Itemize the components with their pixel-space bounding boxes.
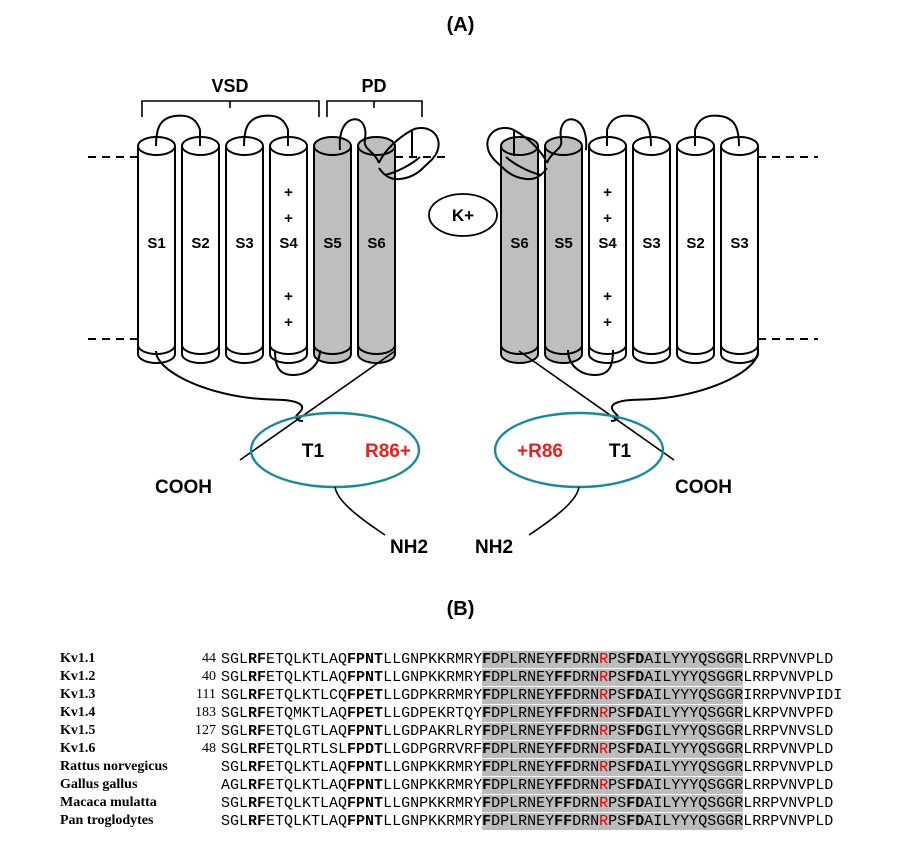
svg-text:COOH: COOH	[675, 477, 732, 498]
svg-text:+R86: +R86	[517, 441, 563, 462]
svg-text:R86+: R86+	[365, 441, 411, 462]
svg-text:T1: T1	[609, 441, 632, 462]
svg-text:COOH: COOH	[155, 477, 212, 498]
svg-text:NH2: NH2	[390, 537, 428, 558]
svg-text:NH2: NH2	[475, 537, 513, 558]
svg-text:T1: T1	[302, 441, 325, 462]
